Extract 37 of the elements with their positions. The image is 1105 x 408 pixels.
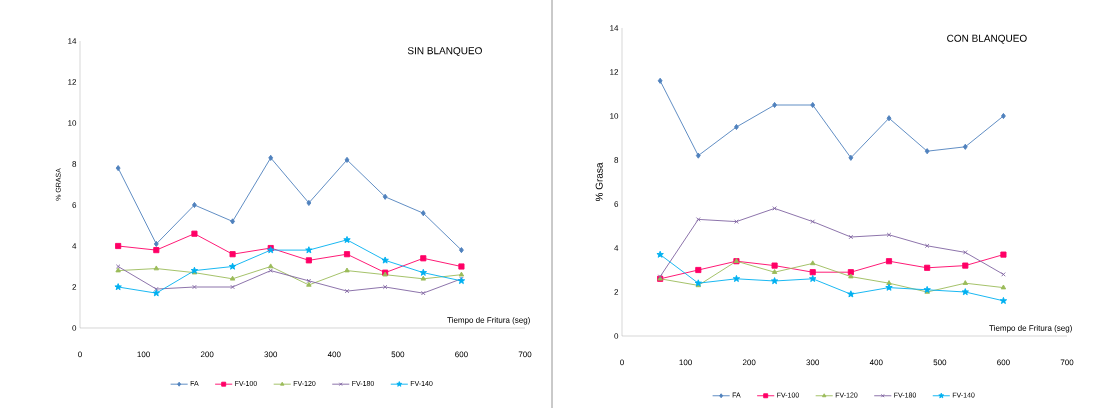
- x-tick-label: 100: [137, 351, 150, 358]
- x-tick-label: 600: [455, 351, 468, 358]
- x-tick-label: 500: [933, 359, 947, 366]
- y-tick-label: 8: [72, 161, 77, 167]
- x-tick-label: 600: [997, 359, 1010, 366]
- y-tick-label: 4: [614, 245, 619, 251]
- text: CON BLANQUEO: [947, 34, 1027, 44]
- y-tick-label: 0: [614, 333, 619, 339]
- x-tick-label: 200: [200, 351, 214, 358]
- x-tick-label: 400: [869, 359, 883, 366]
- x-axis-title: Tiempo de Fritura (seg): [447, 317, 530, 325]
- x-tick-label: 200: [742, 359, 756, 366]
- x-tick-label: 700: [518, 351, 532, 358]
- y-tick-label: 14: [610, 25, 619, 31]
- y-tick-label: 6: [72, 202, 77, 208]
- x-axis-title: Tiempo de Fritura (seg): [989, 325, 1072, 333]
- x-tick-label: 0: [620, 359, 624, 366]
- x-tick-label: 300: [806, 359, 820, 366]
- y-tick-label: 10: [68, 120, 77, 126]
- y-tick-label: 12: [610, 69, 619, 75]
- y-axis-title: % Grasa: [595, 162, 603, 202]
- y-tick-label: 2: [614, 289, 619, 295]
- x-tick-label: 700: [1060, 359, 1074, 366]
- x-tick-label: 0: [78, 351, 82, 358]
- y-tick-label: 12: [68, 79, 77, 85]
- y-tick-label: 8: [614, 157, 619, 163]
- y-tick-label: 2: [72, 284, 77, 290]
- x-tick-label: 300: [264, 351, 278, 358]
- text: SIN BLANQUEO: [407, 47, 482, 57]
- x-tick-label: 500: [391, 351, 405, 358]
- x-tick-label: 400: [327, 351, 341, 358]
- y-tick-label: 14: [68, 38, 77, 44]
- y-tick-label: 10: [610, 113, 619, 119]
- y-tick-label: 6: [614, 201, 619, 207]
- x-tick-label: 100: [679, 359, 692, 366]
- y-tick-label: 4: [72, 243, 77, 249]
- y-tick-label: 0: [72, 325, 77, 331]
